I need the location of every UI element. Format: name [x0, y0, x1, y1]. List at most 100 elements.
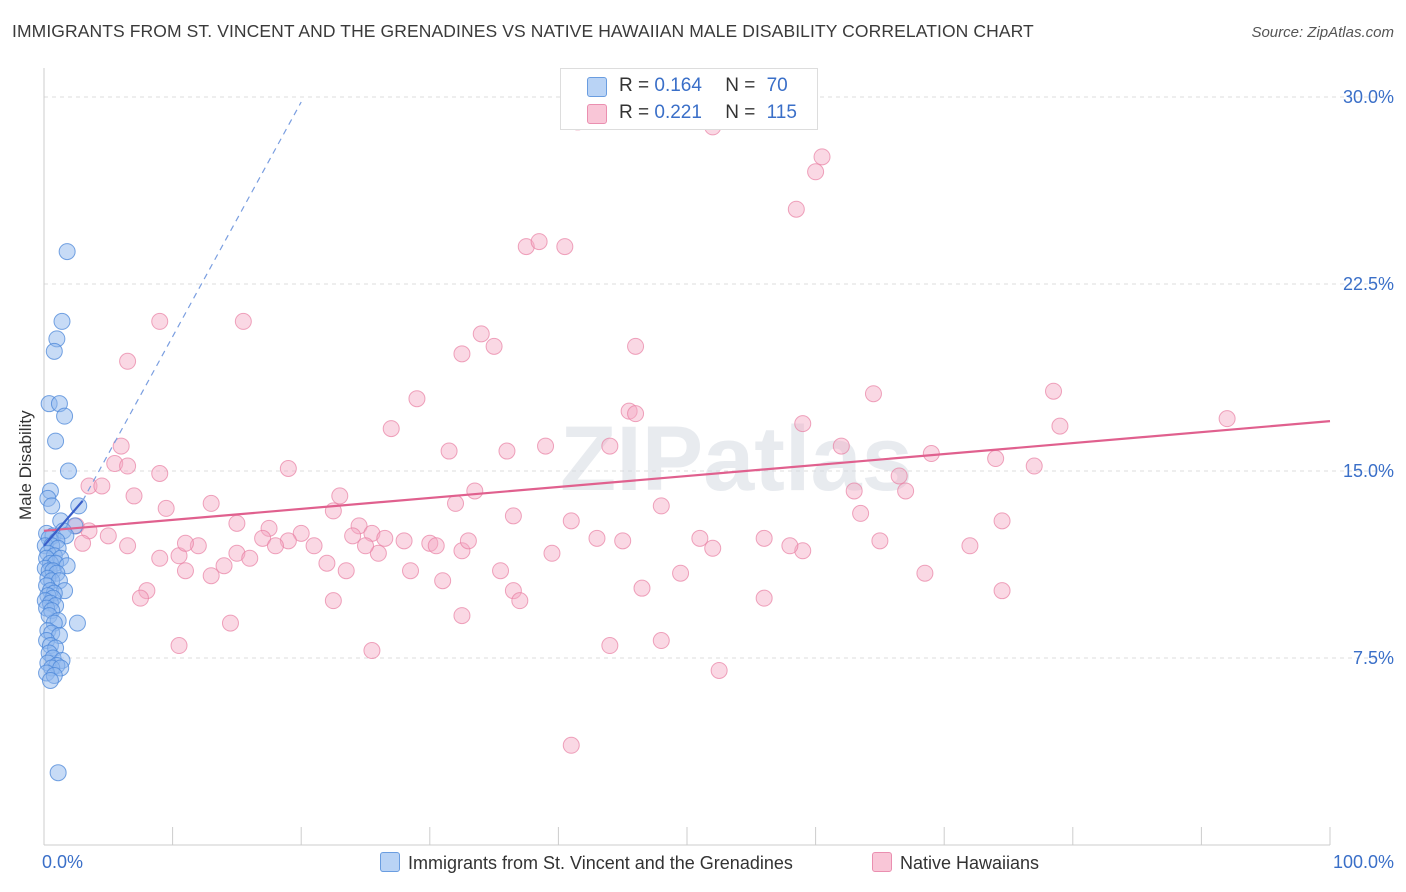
pink-point — [755, 529, 773, 547]
legend-blue-n-value: 70 — [766, 75, 788, 96]
pink-point — [112, 437, 130, 455]
pink-point — [131, 589, 149, 607]
pink-point — [627, 337, 645, 355]
pink-point — [453, 607, 471, 625]
pink-point — [99, 527, 117, 545]
pink-point — [427, 537, 445, 555]
pink-point — [119, 457, 137, 475]
pink-point — [376, 529, 394, 547]
pink-point — [151, 312, 169, 330]
pink-point — [324, 592, 342, 610]
x-tick-label-min: 0.0% — [42, 852, 84, 872]
pink-point — [337, 562, 355, 580]
legend-row-blue: R = 0.164 N = 70 — [587, 75, 788, 97]
blue-trend-line — [43, 500, 84, 547]
pink-point — [292, 524, 310, 542]
pink-point — [453, 345, 471, 363]
pink-point — [395, 532, 413, 550]
pink-point — [151, 464, 169, 482]
pink-point — [794, 542, 812, 560]
pink-point — [562, 736, 580, 754]
pink-point — [588, 529, 606, 547]
blue-point — [43, 497, 61, 515]
blue-point — [49, 764, 67, 782]
pink-point — [704, 539, 722, 557]
pink-point — [447, 494, 465, 512]
pink-point — [157, 499, 175, 517]
pink-point — [922, 445, 940, 463]
pink-point — [408, 390, 426, 408]
pink-point — [691, 529, 709, 547]
legend-blue-r-value: 0.164 — [654, 75, 702, 96]
blue-point — [47, 432, 65, 450]
pink-point — [652, 632, 670, 650]
pink-point — [234, 312, 252, 330]
pink-point — [755, 589, 773, 607]
pink-point — [202, 567, 220, 585]
pink-point — [331, 487, 349, 505]
pink-point — [485, 337, 503, 355]
pink-point — [1025, 457, 1043, 475]
pink-point — [627, 405, 645, 423]
legend-pink-r-value: 0.221 — [654, 102, 702, 123]
bottom-legend-pink: Native Hawaiians — [872, 852, 1039, 874]
pink-point — [845, 482, 863, 500]
pink-point — [807, 163, 825, 181]
pink-points — [67, 113, 1236, 754]
trend-layer — [43, 101, 1331, 547]
bottom-legend-swatch-blue — [380, 852, 400, 872]
x-tick-label-max: 100.0% — [1332, 852, 1394, 872]
pink-point — [176, 534, 194, 552]
legend-swatch-pink — [587, 104, 607, 124]
pink-point — [350, 517, 368, 535]
pink-point — [781, 537, 799, 555]
pink-point — [813, 148, 831, 166]
pink-point — [601, 637, 619, 655]
pink-point — [897, 482, 915, 500]
pink-point — [961, 537, 979, 555]
bottom-legend-swatch-pink — [872, 852, 892, 872]
pink-point — [453, 542, 471, 560]
pink-point — [125, 487, 143, 505]
pink-point — [562, 512, 580, 530]
pink-point — [241, 549, 259, 567]
pink-point — [170, 637, 188, 655]
blue-point — [45, 342, 63, 360]
axes-layer — [43, 68, 1331, 846]
legend-blue-r-label: R = — [619, 75, 650, 96]
chart-title: IMMIGRANTS FROM ST. VINCENT AND THE GREN… — [12, 21, 1034, 41]
pink-trend-line — [43, 420, 1331, 532]
y-tick-label: 7.5% — [1353, 648, 1394, 668]
pink-point — [382, 420, 400, 438]
pink-point — [1051, 417, 1069, 435]
pink-point — [357, 537, 374, 555]
pink-point — [710, 661, 728, 679]
y-tick-labels: 7.5% 15.0% 22.5% 30.0% — [1343, 87, 1394, 668]
y-tick-label: 15.0% — [1343, 461, 1394, 481]
pink-point — [504, 507, 522, 525]
pink-point — [492, 562, 510, 580]
blue-point — [68, 614, 86, 632]
pink-point — [266, 537, 284, 555]
grid-layer — [44, 96, 1390, 659]
pink-point — [119, 537, 137, 555]
pink-point — [402, 562, 420, 580]
pink-point — [517, 238, 535, 256]
legend-pink-n-value: 115 — [766, 102, 797, 123]
pink-point — [832, 437, 850, 455]
blue-trend-extension — [82, 101, 302, 502]
pink-point — [871, 532, 889, 550]
pink-point — [672, 564, 690, 582]
bottom-legend-label-blue: Immigrants from St. Vincent and the Gren… — [408, 853, 793, 873]
pink-point — [787, 200, 805, 218]
pink-point — [228, 514, 246, 532]
pink-point — [987, 450, 1005, 468]
pink-point — [916, 564, 934, 582]
pink-point — [1218, 410, 1236, 428]
pink-point — [369, 544, 387, 562]
blue-point — [41, 671, 59, 689]
pink-point — [459, 532, 477, 550]
legend-pink-r-label: R = — [619, 102, 650, 123]
pink-point — [498, 442, 516, 460]
